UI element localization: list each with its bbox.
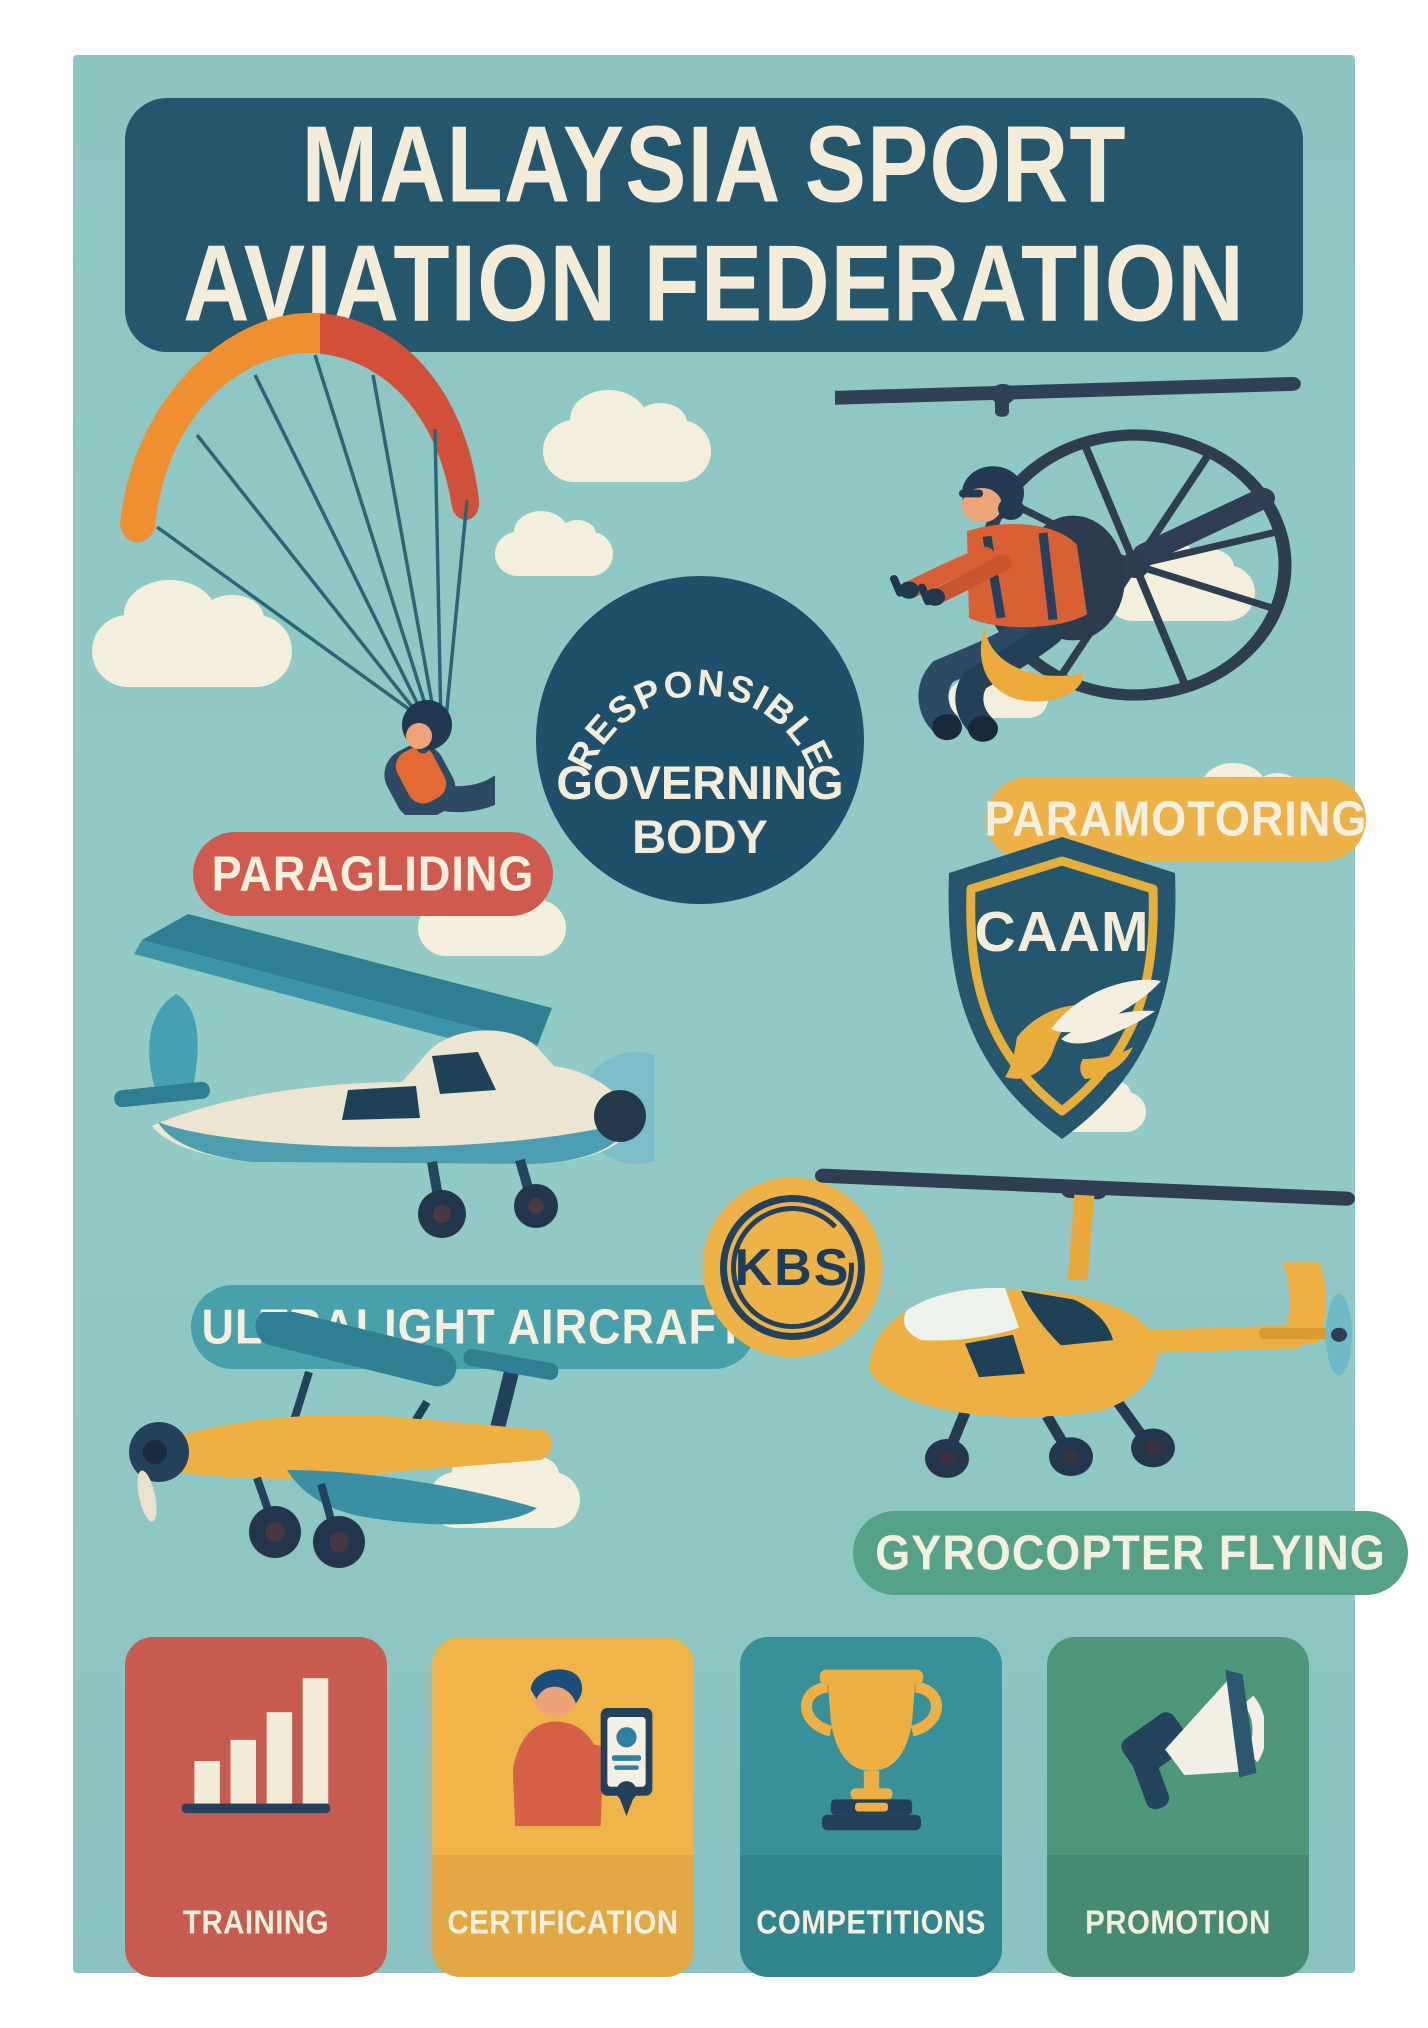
ultralight-aircraft-illustration xyxy=(114,914,655,1238)
kbs-badge-text: KBS xyxy=(735,1239,851,1297)
biplane-illustration xyxy=(129,1312,559,1568)
card-label: COMPETITIONS xyxy=(756,1903,986,1941)
bar-chart-icon xyxy=(181,1678,331,1814)
plane-landing-gear xyxy=(418,1158,558,1238)
plane-windshield xyxy=(432,1052,496,1094)
biplane-fuselage xyxy=(145,1415,552,1479)
governing-body-badge: RESPONSIBLE GOVERNING BODY xyxy=(536,576,864,904)
paramotor-pilot xyxy=(889,466,1087,742)
paragliding-label-text: PARAGLIDING xyxy=(211,845,535,902)
certificate-icon xyxy=(512,1669,652,1827)
gyrocopter-wheels xyxy=(925,1428,1175,1478)
paramotor-wing-bar xyxy=(835,376,1301,417)
card-label: CERTIFICATION xyxy=(447,1903,679,1941)
poster-title: MALAYSIA SPORT AVIATION FEDERATION xyxy=(183,104,1245,344)
eagle-icon xyxy=(1005,979,1161,1079)
competitions-card: COMPETITIONS xyxy=(740,1637,1002,1977)
cloud xyxy=(543,390,711,482)
paramotoring-illustration xyxy=(835,376,1301,742)
kbs-badge: KBS xyxy=(702,1177,883,1358)
paraglider-pilot xyxy=(384,700,495,815)
gyrocopter-illustration xyxy=(815,1168,1355,1478)
plane-wing xyxy=(142,914,552,1044)
biplane-wheels xyxy=(249,1476,365,1568)
poster-background: MALAYSIA SPORT AVIATION FEDERATION xyxy=(73,55,1408,1977)
center-badge-line2: BODY xyxy=(632,810,768,863)
center-badge-line1: GOVERNING xyxy=(556,756,843,809)
paragliding-label: PARAGLIDING xyxy=(193,832,553,916)
biplane-lower-wing xyxy=(287,1470,537,1525)
certification-card: CERTIFICATION xyxy=(432,1637,694,1977)
gyrocopter-flying-label: GYROCOPTER FLYING xyxy=(853,1511,1408,1595)
title-banner: MALAYSIA SPORT AVIATION FEDERATION xyxy=(125,98,1303,352)
caam-badge: CAAM xyxy=(948,837,1176,1139)
biplane-upper-wing xyxy=(255,1312,457,1387)
plane-spinner xyxy=(594,1090,646,1142)
cloud xyxy=(92,580,292,687)
biplane-propeller xyxy=(137,1470,157,1522)
caam-badge-text: CAAM xyxy=(975,900,1150,964)
gyrocopter-label-text: GYROCOPTER FLYING xyxy=(875,1524,1386,1581)
training-card: TRAINING xyxy=(125,1637,387,1977)
megaphone-icon xyxy=(1121,1669,1264,1810)
paramotoring-label: PARAMOTORING xyxy=(984,777,1368,861)
cloud xyxy=(495,510,613,576)
gyrocopter-windshield xyxy=(903,1287,1019,1341)
promotion-card: PROMOTION xyxy=(1047,1637,1309,1977)
plane-tail-fin xyxy=(149,994,198,1092)
paraglider-canopy xyxy=(120,312,480,543)
card-label: TRAINING xyxy=(183,1903,329,1941)
biplane-tail xyxy=(489,1362,520,1438)
trophy-icon xyxy=(800,1669,942,1831)
paramotor-propeller xyxy=(1133,487,1275,565)
gyrocopter-tail-fin xyxy=(1281,1262,1327,1344)
poster-title-line1: MALAYSIA SPORT xyxy=(301,104,1127,225)
paraglider-lines xyxy=(155,354,469,730)
paragliding-illustration xyxy=(120,312,495,815)
paramotoring-label-text: PARAMOTORING xyxy=(984,790,1368,847)
plane-side-window xyxy=(342,1086,420,1120)
card-label: PROMOTION xyxy=(1085,1903,1271,1941)
